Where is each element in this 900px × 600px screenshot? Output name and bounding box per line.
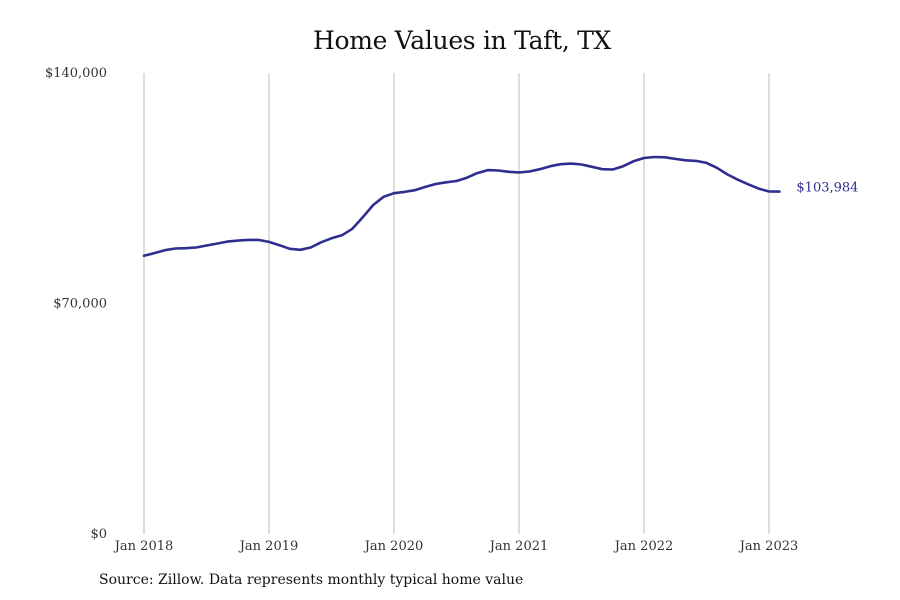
x-tick-label: Jan 2022	[613, 539, 674, 554]
x-tick-label: Jan 2021	[488, 539, 549, 554]
x-tick-label: Jan 2023	[738, 539, 799, 554]
vertical-gridlines	[143, 73, 770, 534]
source-note: Source: Zillow. Data represents monthly …	[99, 572, 524, 588]
y-axis-labels: $140,000 $70,000 $0	[45, 66, 107, 542]
home-value-series-line	[142, 155, 781, 258]
chart-title: Home Values in Taft, TX	[312, 26, 612, 55]
y-tick-label: $0	[90, 527, 107, 542]
x-tick-label: Jan 2020	[363, 539, 424, 554]
x-tick-label: Jan 2019	[238, 539, 299, 554]
y-tick-label: $70,000	[53, 297, 107, 312]
y-tick-label: $140,000	[45, 66, 107, 81]
x-tick-label: Jan 2018	[113, 539, 174, 554]
x-axis-labels: Jan 2018 Jan 2019 Jan 2020 Jan 2021 Jan 2022…	[113, 539, 799, 554]
latest-value-label: $103,984	[796, 181, 858, 196]
